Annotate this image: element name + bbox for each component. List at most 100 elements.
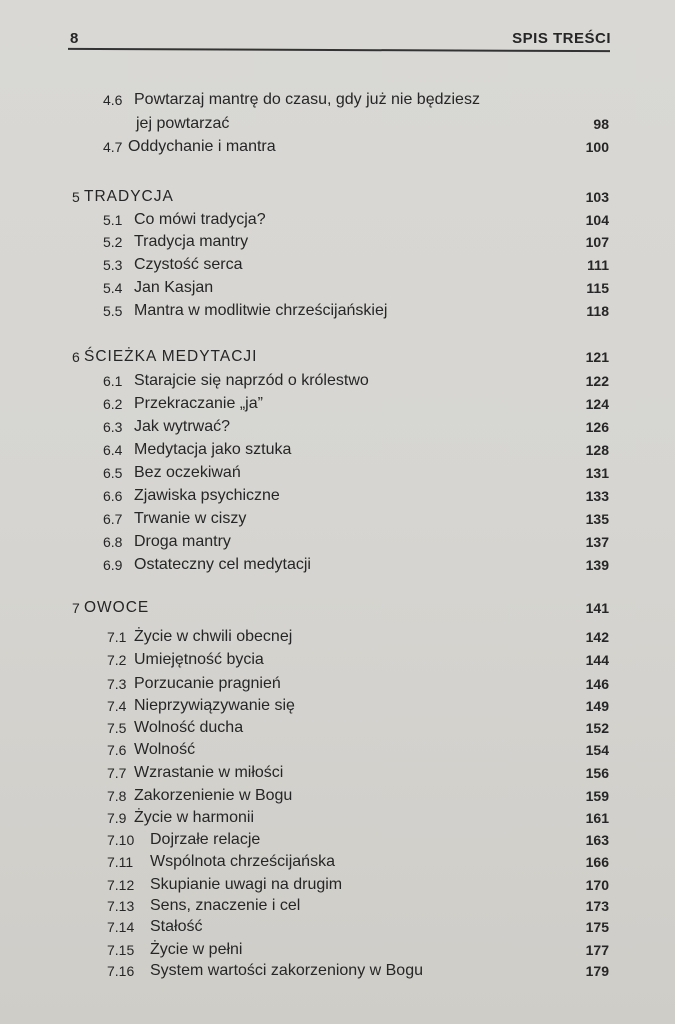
toc-entry: 6.1 Starajcie się naprzód o królestwo 122 <box>0 370 675 392</box>
entry-page: 142 <box>585 629 609 645</box>
entry-number: 7.6 <box>107 742 127 758</box>
header-rule <box>67 47 611 53</box>
entry-page: 103 <box>585 189 609 205</box>
page-number: 8 <box>70 30 79 47</box>
entry-number: 7.15 <box>107 942 135 958</box>
entry-page: 111 <box>587 257 609 273</box>
entry-title: Przekraczanie „ja” <box>134 395 263 412</box>
entry-title: jej powtarzać <box>136 115 230 132</box>
entry-number: 7.9 <box>107 810 127 826</box>
entry-page: 146 <box>585 676 609 692</box>
entry-title: Trwanie w ciszy <box>134 510 247 527</box>
entry-page: 126 <box>585 419 609 435</box>
entry-page: 122 <box>585 373 609 389</box>
toc-entry: 6.3 Jak wytrwać? 126 <box>0 416 675 438</box>
entry-page: 121 <box>585 349 609 365</box>
entry-page: 133 <box>585 488 609 504</box>
toc-entry: 6.7 Trwanie w ciszy 135 <box>0 508 675 530</box>
toc-entry: 7.14 Stałość 175 <box>0 916 675 938</box>
entry-number: 5 <box>72 189 80 205</box>
entry-number: 7.11 <box>107 854 134 870</box>
entry-page: 179 <box>585 963 609 979</box>
toc-entry: 4.6 Powtarzaj mantrę do czasu, gdy już ni… <box>0 89 675 111</box>
entry-number: 6.9 <box>103 557 123 573</box>
entry-page: 141 <box>585 600 609 616</box>
toc-entry: 7.2 Umiejętność bycia 144 <box>0 649 675 671</box>
entry-number: 6.8 <box>103 534 123 550</box>
entry-title: Zjawiska psychiczne <box>134 487 280 504</box>
entry-number: 7.12 <box>107 877 135 893</box>
entry-page: 154 <box>585 742 609 758</box>
entry-page: 170 <box>585 877 609 893</box>
entry-title: Jan Kasjan <box>134 279 214 296</box>
entry-title: Wspólnota chrześcijańska <box>150 853 335 870</box>
toc-entry: 6.2 Przekraczanie „ja” 124 <box>0 393 675 415</box>
entry-title: Sens, znaczenie i cel <box>150 897 301 914</box>
toc-entry: 7.12 Skupianie uwagi na drugim 170 <box>0 874 675 896</box>
toc-chapter: 5 TRADYCJA 103 <box>0 186 675 208</box>
entry-page: 118 <box>586 303 609 319</box>
entry-title: Życie w pełni <box>150 941 243 958</box>
entry-page: 135 <box>585 511 609 527</box>
entry-number: 7.13 <box>107 898 135 914</box>
entry-number: 7.16 <box>107 963 135 979</box>
toc-entry: 7.4 Nieprzywiązywanie się 149 <box>0 695 675 717</box>
toc-entry: 5.1 Co mówi tradycja? 104 <box>0 209 675 231</box>
toc-entry: 7.10 Dojrzałe relacje 163 <box>0 829 675 851</box>
toc-entry: 5.2 Tradycja mantry 107 <box>0 231 675 253</box>
toc-entry: 7.13 Sens, znaczenie i cel 173 <box>0 895 675 917</box>
entry-title: TRADYCJA <box>84 188 174 205</box>
toc-entry: 7.8 Zakorzenienie w Bogu 159 <box>0 785 675 807</box>
entry-title: Jak wytrwać? <box>134 418 231 435</box>
entry-number: 7.4 <box>107 698 127 714</box>
toc-chapter: 6 ŚCIEŻKA MEDYTACJI 121 <box>0 346 675 368</box>
entry-number: 4.7 <box>103 139 123 155</box>
toc-entry: 7.15 Życie w pełni 177 <box>0 939 675 961</box>
entry-page: 166 <box>585 854 609 870</box>
entry-title: Ostateczny cel medytacji <box>134 556 311 573</box>
entry-page: 161 <box>585 810 609 826</box>
entry-page: 156 <box>585 765 609 781</box>
entry-page: 139 <box>585 557 609 573</box>
toc-entry: 7.9 Życie w harmonii 161 <box>0 807 675 829</box>
toc-entry: 7.16 System wartości zakorzeniony w Bogu 1… <box>0 960 675 982</box>
entry-page: 100 <box>585 139 609 155</box>
toc-entry: 7.11 Wspólnota chrześcijańska 166 <box>0 851 675 873</box>
entry-title: Starajcie się naprzód o królestwo <box>134 372 369 389</box>
entry-number: 6.1 <box>103 373 123 389</box>
entry-title: Droga mantry <box>134 533 231 550</box>
entry-number: 6.6 <box>103 488 123 504</box>
toc-entry: 7.5 Wolność ducha 152 <box>0 717 675 739</box>
toc-entry: 5.5 Mantra w modlitwie chrześcijańskiej 11… <box>0 300 675 322</box>
toc-chapter: 7 OWOCE 141 <box>0 597 675 619</box>
entry-page: 98 <box>593 116 609 132</box>
entry-page: 149 <box>585 698 609 714</box>
toc-entry: 6.9 Ostateczny cel medytacji 139 <box>0 554 675 576</box>
entry-number: 7.14 <box>107 919 135 935</box>
toc-entry: 6.4 Medytacja jako sztuka 128 <box>0 439 675 461</box>
toc-entry: 7.3 Porzucanie pragnień 146 <box>0 673 675 695</box>
entry-title: Wolność <box>134 741 196 758</box>
entry-number: 7.8 <box>107 788 127 804</box>
entry-number: 7.3 <box>107 676 127 692</box>
entry-title: System wartości zakorzeniony w Bogu <box>150 962 423 979</box>
entry-number: 7.10 <box>107 832 135 848</box>
entry-title: Dojrzałe relacje <box>150 831 261 848</box>
entry-title: Życie w chwili obecnej <box>134 628 293 645</box>
toc-entry: jej powtarzać 98 <box>0 113 675 135</box>
entry-title: Czystość serca <box>134 256 243 273</box>
entry-number: 5.5 <box>103 303 123 319</box>
entry-title: Nieprzywiązywanie się <box>134 697 295 714</box>
entry-page: 131 <box>585 465 609 481</box>
entry-number: 7 <box>72 600 80 616</box>
entry-page: 128 <box>585 442 609 458</box>
entry-page: 124 <box>585 396 609 412</box>
toc-entry: 7.1 Życie w chwili obecnej 142 <box>0 626 675 648</box>
entry-page: 107 <box>585 234 609 250</box>
entry-title: Skupianie uwagi na drugim <box>150 876 343 893</box>
toc-entry: 4.7 Oddychanie i mantra 100 <box>0 136 675 158</box>
toc-entry: 7.6 Wolność 154 <box>0 739 675 761</box>
entry-title: Tradycja mantry <box>134 233 249 250</box>
entry-title: Wzrastanie w miłości <box>134 764 284 781</box>
entry-number: 6.2 <box>103 396 123 412</box>
